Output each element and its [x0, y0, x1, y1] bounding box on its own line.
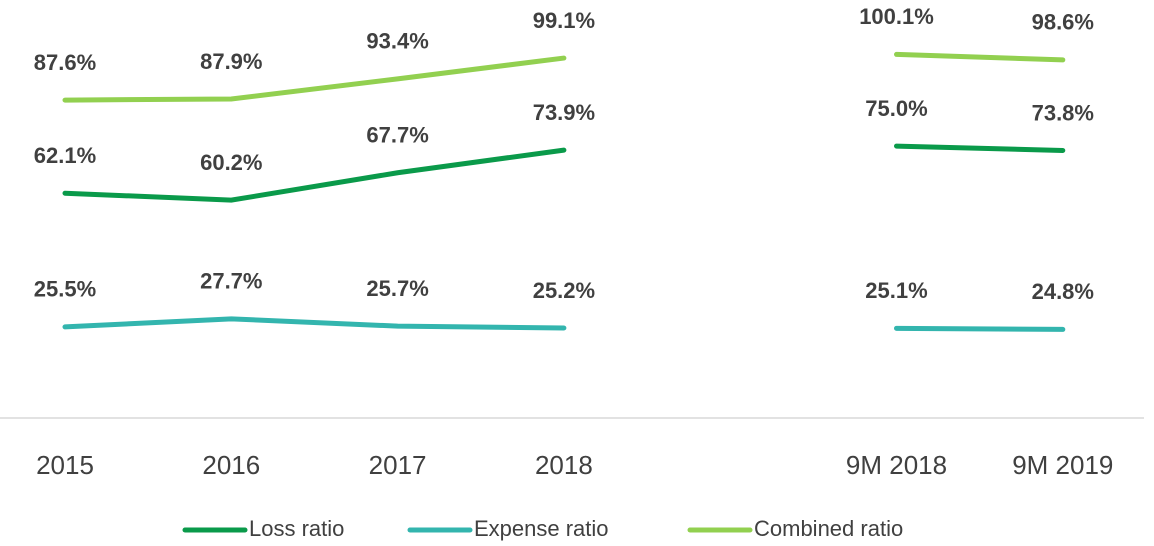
data-label: 25.7%	[366, 276, 428, 301]
legend-label: Loss ratio	[249, 516, 344, 541]
data-label: 73.9%	[533, 100, 595, 125]
series-line	[62, 143, 1066, 203]
x-tick-label: 2016	[202, 450, 260, 480]
data-label: 98.6%	[1032, 10, 1094, 35]
data-label: 62.1%	[34, 143, 96, 168]
x-tick-label: 2017	[369, 450, 427, 480]
x-tick-label: 9M 2018	[846, 450, 947, 480]
data-label: 75.0%	[865, 96, 927, 121]
data-label: 25.2%	[533, 278, 595, 303]
data-label: 27.7%	[200, 269, 262, 294]
data-label: 67.7%	[366, 123, 428, 148]
data-label: 87.9%	[200, 49, 262, 74]
legend-label: Expense ratio	[474, 516, 609, 541]
data-label: 60.2%	[200, 150, 262, 175]
data-label: 93.4%	[366, 29, 428, 54]
series-line	[62, 316, 1066, 332]
data-label: 100.1%	[859, 4, 934, 29]
data-label: 24.8%	[1032, 279, 1094, 304]
x-tick-label: 2015	[36, 450, 94, 480]
data-label: 73.8%	[1032, 100, 1094, 125]
data-label: 99.1%	[533, 8, 595, 33]
x-tick-label: 9M 2019	[1012, 450, 1113, 480]
data-label: 25.1%	[865, 278, 927, 303]
legend-label: Combined ratio	[754, 516, 903, 541]
series-line	[62, 51, 1066, 103]
data-label: 87.6%	[34, 50, 96, 75]
data-label: 25.5%	[34, 277, 96, 302]
x-tick-label: 2018	[535, 450, 593, 480]
